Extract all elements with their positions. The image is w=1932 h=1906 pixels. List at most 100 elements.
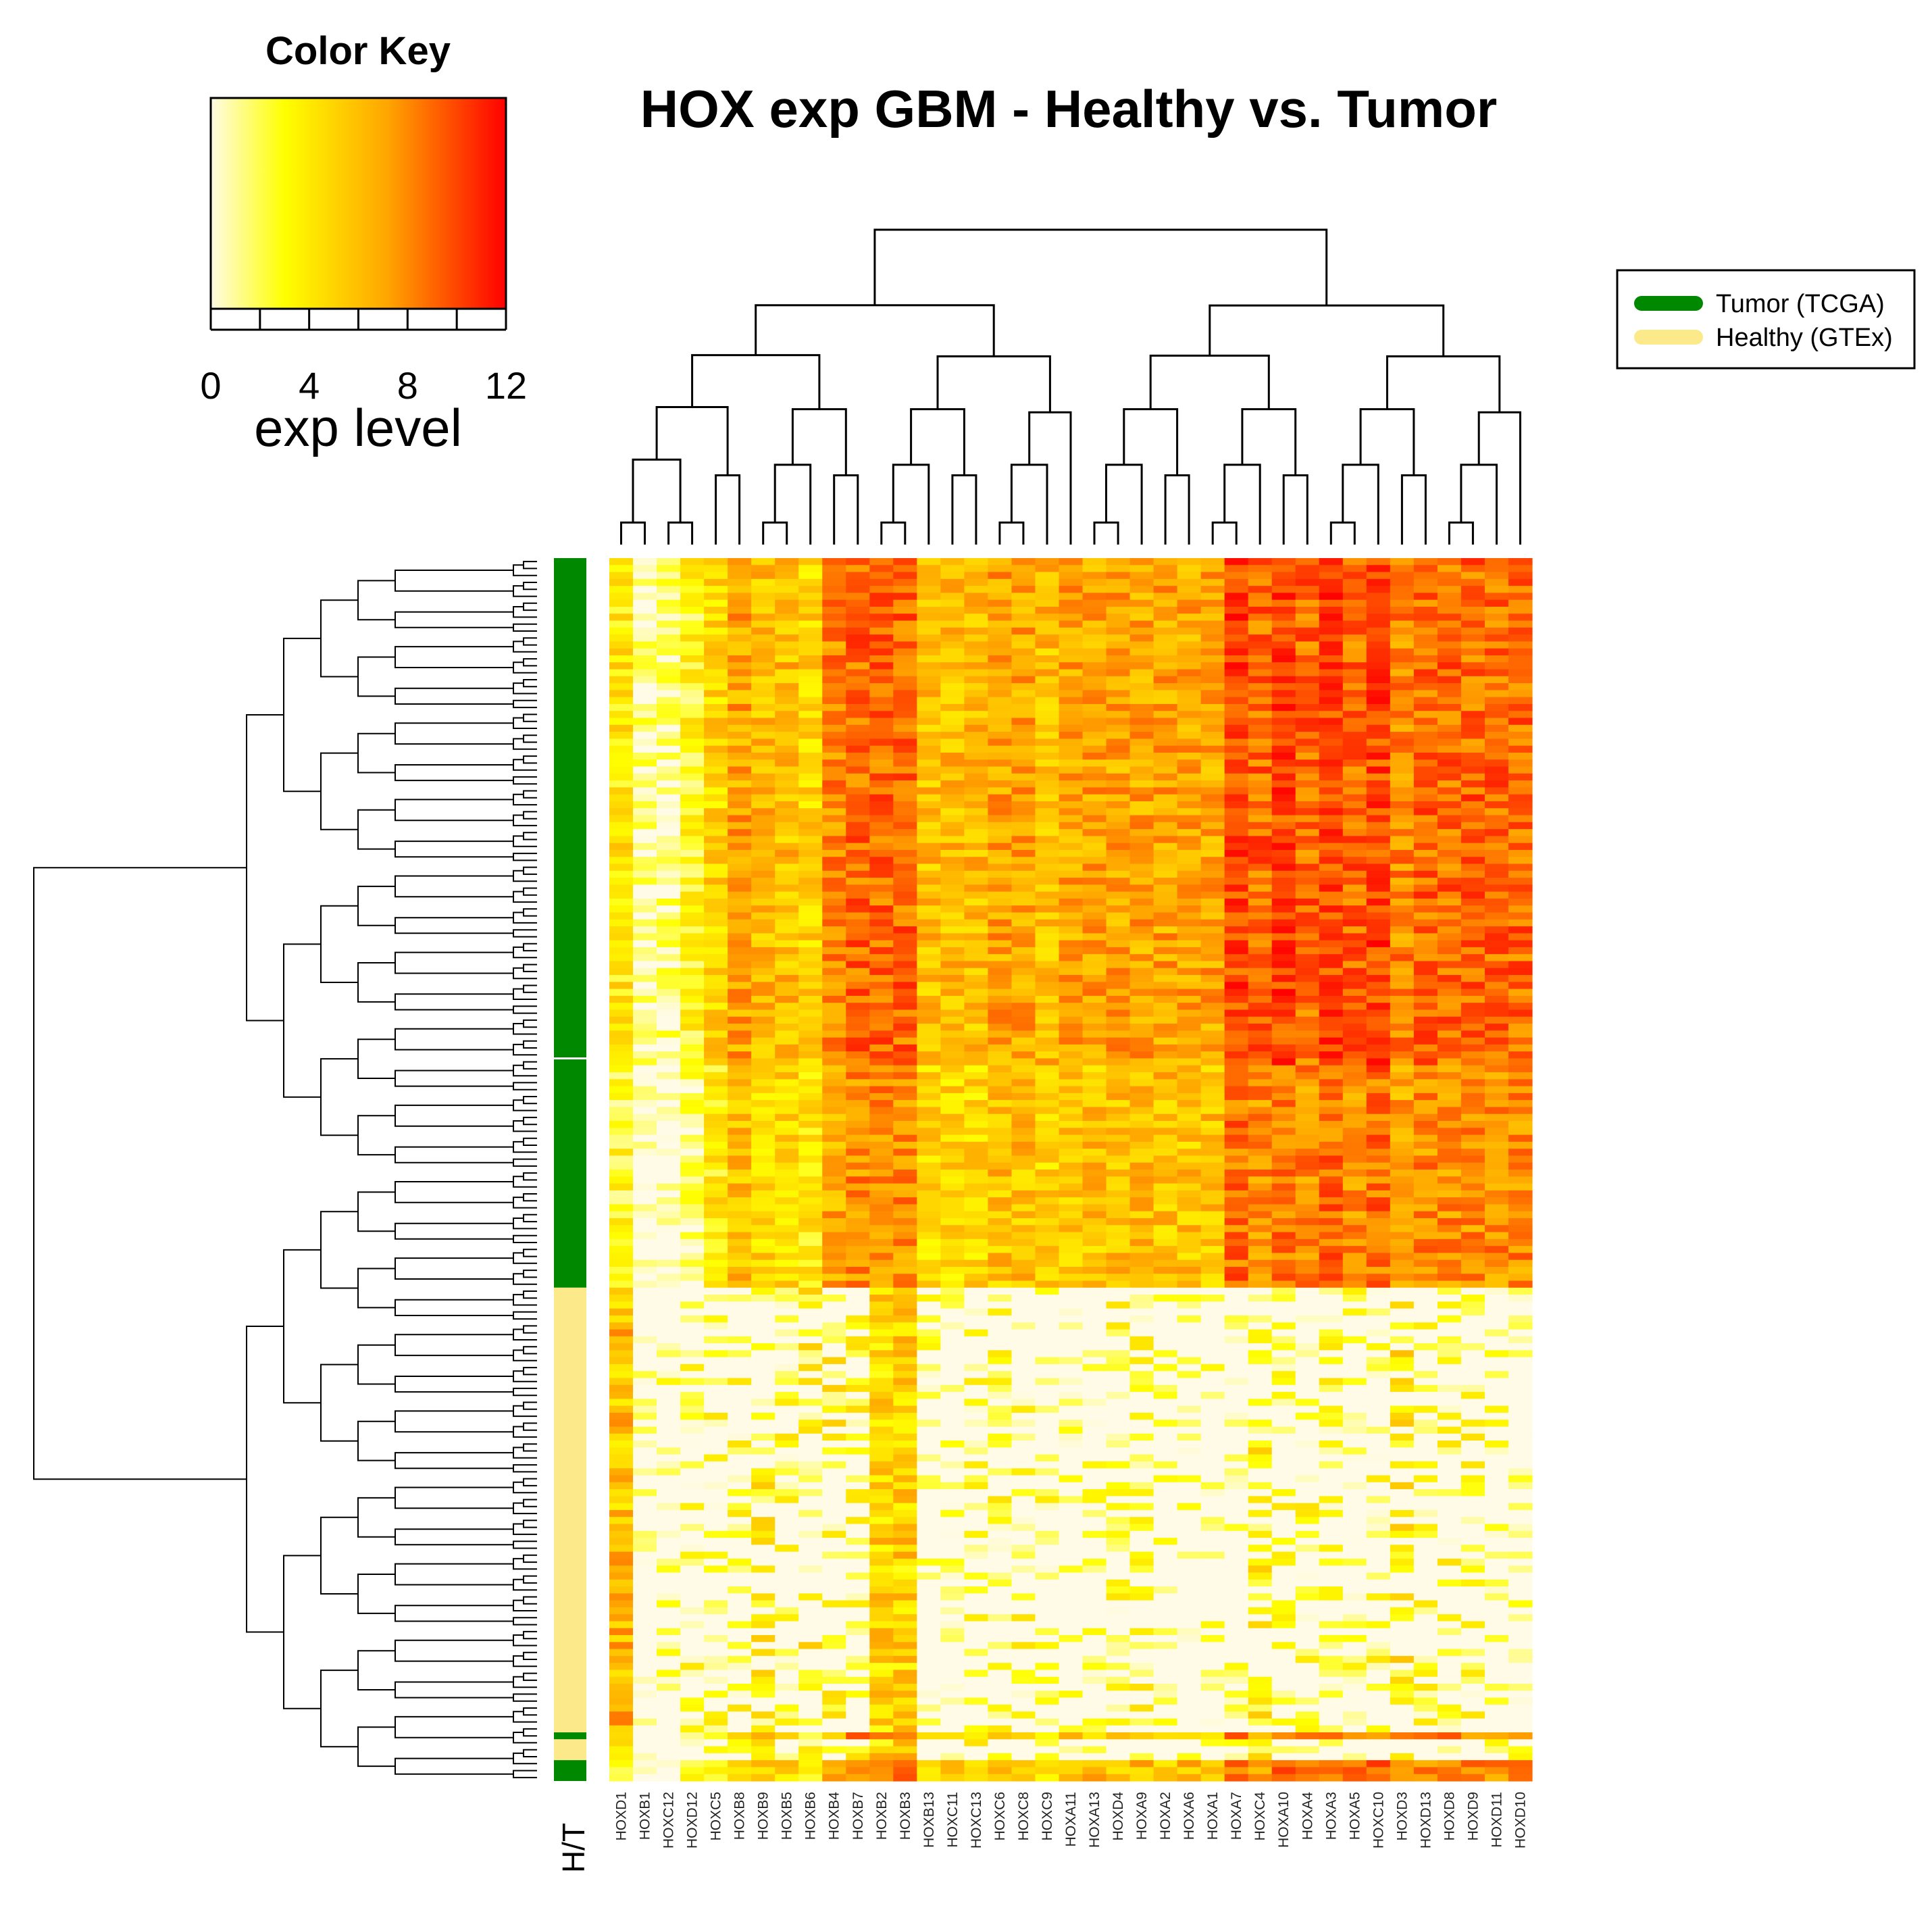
heatmap-cell: [1224, 676, 1249, 684]
row-dendrogram-branch: [523, 1520, 537, 1528]
heatmap-cell: [940, 773, 965, 781]
heatmap-cell: [1177, 1384, 1202, 1393]
heatmap-cell: [1011, 905, 1036, 913]
heatmap-cell: [751, 1024, 776, 1031]
heatmap-cell: [1366, 1232, 1391, 1240]
heatmap-cell: [1035, 1322, 1060, 1330]
heatmap-cell: [964, 1329, 989, 1337]
heatmap-cell: [988, 843, 1013, 851]
heatmap-cell: [657, 1371, 681, 1379]
heatmap-cell: [1177, 961, 1202, 969]
heatmap-cell: [1366, 843, 1391, 851]
heatmap-cell: [1177, 766, 1202, 774]
heatmap-cell: [775, 926, 799, 934]
heatmap-cell: [751, 808, 776, 816]
heatmap-cell: [1059, 1232, 1084, 1240]
heatmap-cell: [917, 1274, 941, 1282]
heatmap-cell: [846, 940, 870, 948]
heatmap-cell: [964, 898, 989, 906]
heatmap-cell: [798, 606, 823, 614]
heatmap-cell: [988, 1295, 1013, 1302]
heatmap-cell: [1035, 1378, 1060, 1386]
heatmap-cell: [1390, 1024, 1415, 1031]
heatmap-cell: [1390, 655, 1415, 663]
row-dendrogram-branch: [513, 1176, 537, 1188]
heatmap-cell: [1129, 1016, 1154, 1024]
heatmap-cell: [1342, 738, 1367, 747]
heatmap-cell: [751, 1176, 776, 1184]
heatmap-cell: [1271, 1274, 1296, 1282]
heatmap-cell: [869, 1246, 894, 1254]
heatmap-cell: [1460, 1301, 1485, 1309]
heatmap-cell: [1224, 1329, 1249, 1337]
heatmap-cell: [822, 732, 846, 739]
heatmap-cell: [751, 1259, 776, 1268]
heatmap-cell: [1248, 1170, 1273, 1177]
heatmap-cell: [1295, 627, 1320, 635]
heatmap-cell: [1342, 745, 1367, 753]
heatmap-cell: [988, 988, 1013, 997]
heatmap-cell: [940, 1197, 965, 1205]
heatmap-cell: [1437, 711, 1462, 719]
heatmap-cell: [1248, 766, 1273, 774]
heatmap-cell: [1035, 1295, 1060, 1302]
heatmap-cell: [1082, 1079, 1107, 1087]
heatmap-cell: [728, 919, 752, 927]
heatmap-cell: [1106, 558, 1131, 566]
heatmap-cell: [728, 1301, 752, 1309]
heatmap-cell: [1319, 898, 1344, 906]
heatmap-cell: [609, 829, 634, 836]
heatmap-cell: [1366, 1322, 1391, 1330]
heatmap-cell: [609, 697, 634, 705]
heatmap-cell: [1224, 1100, 1249, 1108]
heatmap-cell: [1106, 669, 1131, 677]
heatmap-cell: [1342, 655, 1367, 663]
heatmap-cell: [1082, 683, 1107, 691]
heatmap-cell: [940, 1134, 965, 1143]
heatmap-cell: [1390, 1343, 1415, 1351]
heatmap-cell: [609, 1149, 634, 1157]
heatmap-cell: [988, 1128, 1013, 1136]
heatmap-cell: [1153, 905, 1178, 913]
heatmap-cell: [1177, 905, 1202, 913]
heatmap-cell: [680, 926, 705, 934]
heatmap-cell: [1200, 711, 1225, 719]
heatmap-cell: [1177, 968, 1202, 976]
heatmap-cell: [657, 1399, 681, 1407]
heatmap-cell: [1460, 926, 1485, 934]
heatmap-cell: [988, 1232, 1013, 1240]
heatmap-cell: [1366, 815, 1391, 823]
heatmap-cell: [1295, 572, 1320, 580]
heatmap-cell: [633, 926, 657, 934]
heatmap-cell: [1059, 669, 1084, 677]
heatmap-cell: [1508, 905, 1533, 913]
heatmap-cell: [1224, 766, 1249, 774]
heatmap-cell: [1082, 613, 1107, 622]
heatmap-cell: [775, 676, 799, 684]
heatmap-cell: [1059, 1162, 1084, 1170]
heatmap-cell: [609, 565, 634, 573]
heatmap-cell: [988, 1107, 1013, 1115]
heatmap-cell: [822, 724, 846, 732]
heatmap-cell: [751, 732, 776, 739]
heatmap-cell: [988, 891, 1013, 899]
heatmap-cell: [1413, 1363, 1438, 1372]
heatmap-cell: [633, 655, 657, 663]
heatmap-cell: [680, 1113, 705, 1122]
heatmap-cell: [1200, 1295, 1225, 1302]
row-dendrogram-branch: [395, 1528, 513, 1546]
heatmap-cell: [1177, 926, 1202, 934]
heatmap-cell: [1366, 1003, 1391, 1011]
heatmap-cell: [1437, 565, 1462, 573]
heatmap-cell: [917, 1093, 941, 1101]
heatmap-cell: [704, 1044, 728, 1052]
heatmap-cell: [1390, 1003, 1415, 1011]
heatmap-cell: [988, 1363, 1013, 1372]
heatmap-cell: [775, 794, 799, 802]
row-dendrogram-branch: [320, 905, 358, 983]
row-dendrogram-branch: [523, 734, 537, 743]
row-dendrogram-branch: [513, 1599, 537, 1611]
heatmap-cell: [680, 578, 705, 586]
heatmap-cell: [1390, 1295, 1415, 1302]
heatmap-cell: [1200, 613, 1225, 622]
